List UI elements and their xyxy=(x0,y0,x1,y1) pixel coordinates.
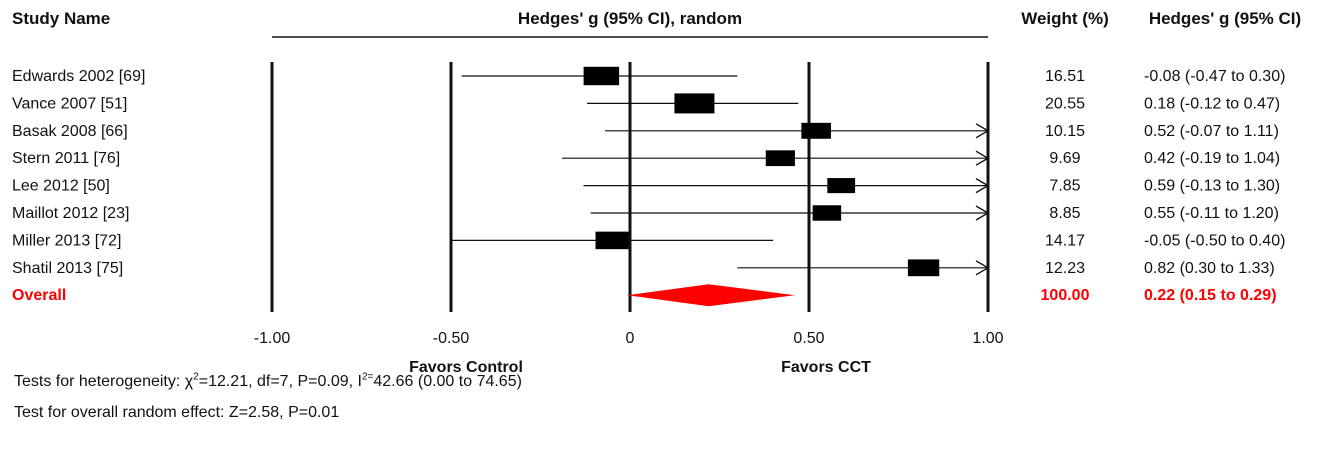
study-name: Stern 2011 [76] xyxy=(12,150,120,167)
ci-arrow xyxy=(975,260,990,276)
effect-marker xyxy=(801,122,831,139)
ci-arrow xyxy=(975,205,990,221)
x-tick-label: 0 xyxy=(626,330,635,347)
effect-marker xyxy=(595,231,629,250)
study-row: Lee 2012 [50] 7.85 0.59 (-0.13 to 1.30) xyxy=(12,178,1280,195)
effect-ci-value: 0.82 (0.30 to 1.33) xyxy=(1144,260,1275,277)
effect-ci-value: 0.42 (-0.19 to 1.04) xyxy=(1144,150,1280,167)
reference-lines xyxy=(270,62,990,312)
effect-ci-value: -0.05 (-0.50 to 0.40) xyxy=(1144,232,1285,249)
overall-effect-test: Test for overall random effect: Z=2.58, … xyxy=(14,404,340,421)
favors-control-label: Favors Control xyxy=(409,359,523,376)
study-name: Vance 2007 [51] xyxy=(12,95,127,112)
study-row: Stern 2011 [76] 9.69 0.42 (-0.19 to 1.04) xyxy=(12,150,1280,167)
overall-weight: 100.00 xyxy=(1041,287,1090,304)
x-tick-label: 1.00 xyxy=(972,330,1003,347)
study-row: Vance 2007 [51] 20.55 0.18 (-0.12 to 0.47) xyxy=(12,93,1280,114)
ci-arrow xyxy=(975,123,990,139)
header-plot-title: Hedges' g (95% CI), random xyxy=(518,9,742,28)
study-name: Basak 2008 [66] xyxy=(12,123,128,140)
het-rest: 42.66 (0.00 to 74.65) xyxy=(373,373,522,390)
weight-value: 16.51 xyxy=(1045,68,1085,85)
weight-value: 8.85 xyxy=(1049,205,1080,222)
effect-ci-value: 0.52 (-0.07 to 1.11) xyxy=(1144,123,1279,140)
x-tick-label: -1.00 xyxy=(254,330,291,347)
weight-value: 20.55 xyxy=(1045,95,1085,112)
study-name: Miller 2013 [72] xyxy=(12,232,121,249)
study-name: Edwards 2002 [69] xyxy=(12,68,145,85)
effect-ci-value: 0.18 (-0.12 to 0.47) xyxy=(1144,95,1280,112)
het-mid: =12.21, df=7, P=0.09, I xyxy=(198,373,362,390)
effect-marker xyxy=(812,205,842,221)
effect-marker xyxy=(583,66,620,86)
effect-ci-value: -0.08 (-0.47 to 0.30) xyxy=(1144,68,1285,85)
heterogeneity-test: Tests for heterogeneity: χ2=12.21, df=7,… xyxy=(14,371,522,391)
header-study-name: Study Name xyxy=(12,9,110,28)
overall-row: Overall 100.00 0.22 (0.15 to 0.29) xyxy=(12,284,1277,307)
study-row: Miller 2013 [72] 14.17 -0.05 (-0.50 to 0.4… xyxy=(12,231,1285,250)
study-name: Shatil 2013 [75] xyxy=(12,260,123,277)
x-tick-label: 0.50 xyxy=(793,330,824,347)
study-name: Maillot 2012 [23] xyxy=(12,205,129,222)
effect-marker xyxy=(907,259,940,277)
weight-value: 12.23 xyxy=(1045,260,1085,277)
study-row: Maillot 2012 [23] 8.85 0.55 (-0.11 to 1.20… xyxy=(12,205,1279,222)
effect-marker xyxy=(674,93,715,114)
study-row: Edwards 2002 [69] 16.51 -0.08 (-0.47 to 0.… xyxy=(12,66,1285,86)
ci-arrow xyxy=(975,150,990,166)
effect-ci-value: 0.59 (-0.13 to 1.30) xyxy=(1144,178,1280,195)
x-axis: -1.00 -0.50 0 0.50 1.00 xyxy=(254,330,1004,347)
overall-diamond xyxy=(626,284,795,307)
study-rows: Edwards 2002 [69] 16.51 -0.08 (-0.47 to 0.… xyxy=(12,66,1285,277)
ci-arrow xyxy=(975,177,990,194)
overall-effect: 0.22 (0.15 to 0.29) xyxy=(1144,287,1277,304)
header-weight: Weight (%) xyxy=(1021,9,1109,28)
overall-label: Overall xyxy=(12,287,66,304)
study-name: Lee 2012 [50] xyxy=(12,178,110,195)
effect-marker xyxy=(765,150,795,167)
weight-value: 14.17 xyxy=(1045,232,1085,249)
effect-marker xyxy=(827,178,856,194)
effect-ci-value: 0.55 (-0.11 to 1.20) xyxy=(1144,205,1279,222)
i-superscript: 2= xyxy=(361,371,374,383)
chi-superscript: 2 xyxy=(193,371,199,383)
header-effect: Hedges' g (95% CI) xyxy=(1149,9,1301,28)
x-tick-label: -0.50 xyxy=(433,330,470,347)
weight-value: 7.85 xyxy=(1049,178,1080,195)
study-row: Basak 2008 [66] 10.15 0.52 (-0.07 to 1.11) xyxy=(12,123,1279,140)
het-prefix: Tests for heterogeneity: χ xyxy=(14,373,194,390)
weight-value: 9.69 xyxy=(1049,150,1080,167)
weight-value: 10.15 xyxy=(1045,123,1085,140)
favors-cct-label: Favors CCT xyxy=(781,359,871,376)
study-row: Shatil 2013 [75] 12.23 0.82 (0.30 to 1.33) xyxy=(12,259,1275,277)
